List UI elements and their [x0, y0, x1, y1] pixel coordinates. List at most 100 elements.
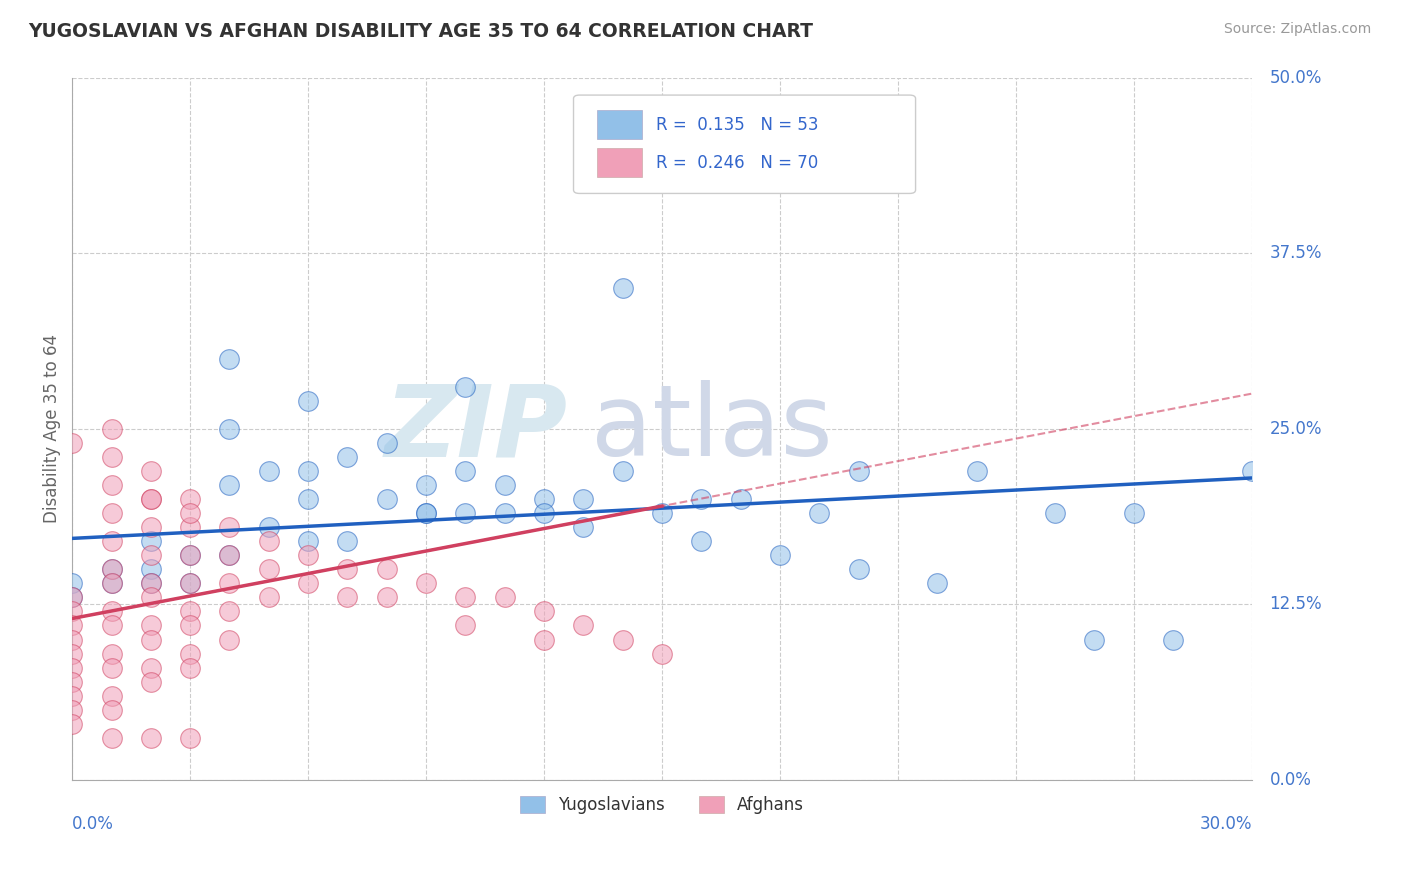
- Point: [297, 393, 319, 408]
- Point: [100, 647, 122, 661]
- Point: [730, 491, 752, 506]
- Point: [100, 618, 122, 632]
- Point: [572, 520, 595, 534]
- Point: [60, 647, 83, 661]
- Text: R =  0.246   N = 70: R = 0.246 N = 70: [657, 153, 818, 171]
- Text: atlas: atlas: [591, 380, 832, 477]
- Point: [651, 506, 673, 520]
- Point: [494, 506, 516, 520]
- Point: [494, 478, 516, 492]
- Point: [533, 632, 555, 647]
- Point: [336, 450, 359, 464]
- Text: 30.0%: 30.0%: [1199, 815, 1251, 833]
- Point: [454, 591, 477, 605]
- Text: Source: ZipAtlas.com: Source: ZipAtlas.com: [1223, 22, 1371, 37]
- Point: [1161, 632, 1184, 647]
- Point: [139, 464, 162, 478]
- Point: [375, 435, 398, 450]
- Point: [1043, 506, 1066, 520]
- Text: 37.5%: 37.5%: [1270, 244, 1322, 262]
- Point: [1240, 464, 1263, 478]
- Point: [257, 520, 280, 534]
- Point: [60, 591, 83, 605]
- Point: [297, 534, 319, 549]
- Point: [454, 506, 477, 520]
- Text: 25.0%: 25.0%: [1270, 420, 1322, 438]
- Point: [415, 506, 437, 520]
- Point: [60, 689, 83, 703]
- Point: [100, 506, 122, 520]
- Point: [848, 562, 870, 576]
- Point: [139, 534, 162, 549]
- Point: [375, 491, 398, 506]
- Point: [454, 379, 477, 393]
- Point: [100, 450, 122, 464]
- Point: [572, 491, 595, 506]
- Point: [139, 591, 162, 605]
- Point: [494, 591, 516, 605]
- Point: [533, 506, 555, 520]
- Point: [100, 562, 122, 576]
- Point: [139, 576, 162, 591]
- Point: [100, 731, 122, 745]
- Text: R =  0.135   N = 53: R = 0.135 N = 53: [657, 116, 818, 134]
- Point: [179, 618, 201, 632]
- Point: [139, 562, 162, 576]
- Point: [100, 689, 122, 703]
- Text: 0.0%: 0.0%: [72, 815, 114, 833]
- Point: [139, 491, 162, 506]
- Point: [60, 703, 83, 717]
- Point: [612, 281, 634, 295]
- Point: [139, 491, 162, 506]
- Point: [297, 548, 319, 562]
- Point: [139, 632, 162, 647]
- Point: [257, 464, 280, 478]
- Point: [60, 618, 83, 632]
- Point: [533, 604, 555, 618]
- Point: [218, 548, 240, 562]
- Point: [60, 674, 83, 689]
- Point: [139, 576, 162, 591]
- Point: [218, 478, 240, 492]
- Point: [179, 660, 201, 674]
- Point: [257, 534, 280, 549]
- Point: [218, 632, 240, 647]
- Point: [60, 716, 83, 731]
- Text: ZIP: ZIP: [385, 380, 568, 477]
- Point: [100, 478, 122, 492]
- Point: [100, 576, 122, 591]
- Point: [612, 464, 634, 478]
- Point: [179, 647, 201, 661]
- Point: [100, 660, 122, 674]
- Text: 0.0%: 0.0%: [1270, 771, 1312, 789]
- Point: [179, 604, 201, 618]
- Point: [415, 478, 437, 492]
- Point: [927, 576, 949, 591]
- Point: [100, 604, 122, 618]
- Point: [297, 491, 319, 506]
- Point: [179, 576, 201, 591]
- Point: [60, 632, 83, 647]
- Point: [60, 660, 83, 674]
- Point: [218, 576, 240, 591]
- Point: [1083, 632, 1105, 647]
- Point: [297, 576, 319, 591]
- Point: [257, 562, 280, 576]
- Point: [218, 520, 240, 534]
- Point: [218, 351, 240, 366]
- Point: [533, 491, 555, 506]
- Point: [612, 632, 634, 647]
- Point: [100, 562, 122, 576]
- FancyBboxPatch shape: [598, 110, 643, 139]
- Point: [179, 491, 201, 506]
- Point: [336, 591, 359, 605]
- Point: [848, 464, 870, 478]
- Point: [808, 506, 831, 520]
- Point: [139, 618, 162, 632]
- Point: [375, 562, 398, 576]
- Point: [60, 435, 83, 450]
- Point: [179, 731, 201, 745]
- Point: [100, 422, 122, 436]
- Point: [257, 591, 280, 605]
- Point: [297, 464, 319, 478]
